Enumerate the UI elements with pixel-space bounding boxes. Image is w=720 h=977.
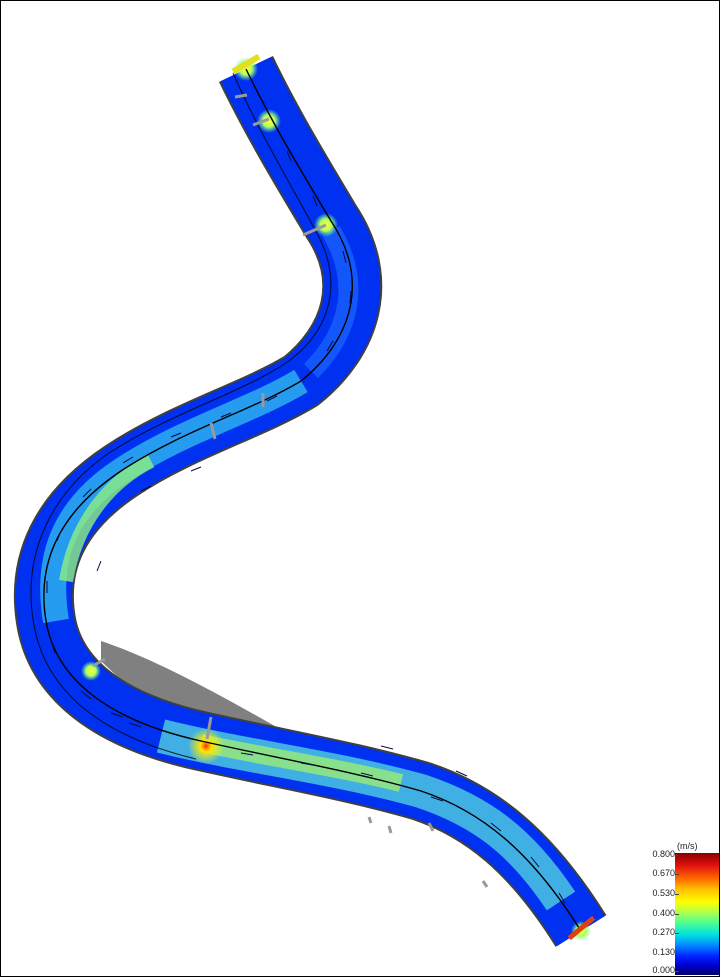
inflow-boundary xyxy=(231,53,261,75)
velocity-spot xyxy=(257,109,281,133)
groyne-structures xyxy=(92,93,489,888)
velocity-spot xyxy=(81,661,101,681)
legend-tick: 0.130 xyxy=(652,947,679,957)
legend-unit: (m/s) xyxy=(677,841,698,851)
river-flow-high-upper xyxy=(59,454,155,583)
legend-tick: 0.400 xyxy=(652,908,679,918)
river-flow-low xyxy=(15,56,605,946)
flow-vectors xyxy=(46,100,566,904)
river-flow-bend xyxy=(303,225,359,379)
legend-tick: 0.530 xyxy=(652,888,679,898)
legend-tick: 0.670 xyxy=(652,868,679,878)
legend-color-bar xyxy=(675,853,719,975)
velocity-legend: (m/s) 0.800 0.670 0.530 0.400 0.270 0.13… xyxy=(651,841,719,976)
velocity-hotspot xyxy=(188,728,224,764)
legend-tick: 0.270 xyxy=(652,927,679,937)
river-flow-mid-lower xyxy=(156,719,576,911)
outflow-boundary xyxy=(567,915,596,941)
legend-tick: 0.000 xyxy=(652,965,679,975)
channel-line-left xyxy=(30,72,332,760)
legend-tick: 0.800 xyxy=(652,849,679,859)
channel-centerline xyxy=(43,68,582,932)
